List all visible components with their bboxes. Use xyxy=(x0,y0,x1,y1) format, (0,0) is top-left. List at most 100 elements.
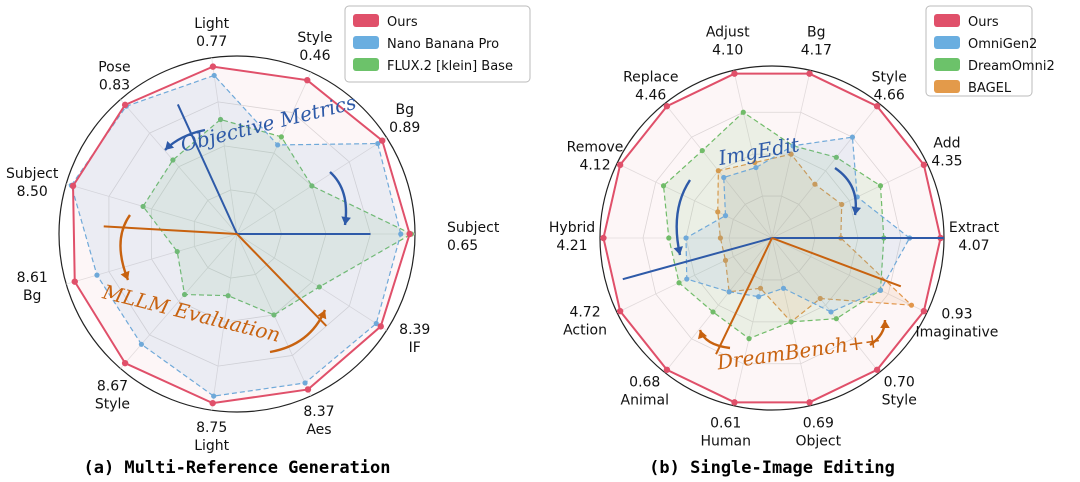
arrow-head-1 xyxy=(851,206,862,215)
series-0-point-9 xyxy=(663,366,671,373)
arrow-head-1 xyxy=(341,216,351,225)
series-3-point-5 xyxy=(715,168,721,174)
series-0-point-6 xyxy=(71,278,78,285)
axis-label-0-name: Subject xyxy=(447,220,500,236)
axis-label-7-value: 8.67 xyxy=(97,379,128,395)
series-0-point-0 xyxy=(406,230,413,238)
series-0-point-1 xyxy=(920,161,928,169)
axis-label-3-value: 0.77 xyxy=(196,34,227,50)
axis-label-7-value: 4.21 xyxy=(556,238,587,254)
divider-ray-1 xyxy=(176,104,238,235)
legend-swatch-1 xyxy=(934,36,960,49)
axis-label-10-name: Human xyxy=(700,434,751,450)
series-1-area xyxy=(70,74,402,397)
series-1-point-2 xyxy=(849,134,856,140)
series-0-point-8 xyxy=(209,399,216,407)
series-2-point-10 xyxy=(316,284,322,290)
axis-label-10-value: 8.39 xyxy=(399,322,430,338)
series-1-point-0 xyxy=(398,231,404,237)
axis-label-8-name: Light xyxy=(194,438,229,454)
series-2-point-7 xyxy=(181,291,188,298)
axis-label-12-name: Style xyxy=(882,392,917,408)
curved-arrow-0 xyxy=(675,179,691,256)
series-0-point-10 xyxy=(377,323,384,330)
axis-label-11-value: 0.69 xyxy=(803,416,834,432)
series-1-point-8 xyxy=(684,276,690,282)
series-0-point-2 xyxy=(873,103,881,110)
series-0-point-3 xyxy=(806,70,813,77)
legend-box xyxy=(925,5,1033,97)
grid-spoke-6 xyxy=(616,163,773,239)
series-1-point-3 xyxy=(790,143,796,149)
series-1-point-12 xyxy=(828,309,834,315)
series-2-point-1 xyxy=(877,183,884,189)
series-0-point-1 xyxy=(379,137,386,144)
series-1-point-11 xyxy=(780,285,787,291)
series-0-point-13 xyxy=(920,307,928,315)
legend-label-0: Ours xyxy=(387,15,418,30)
divider-ray-3 xyxy=(771,237,902,288)
series-2-point-9 xyxy=(271,312,277,318)
grid-spoke-2 xyxy=(236,71,312,235)
series-2-point-4 xyxy=(170,157,176,163)
axis-label-6-value: 4.12 xyxy=(579,157,610,173)
series-2-point-2 xyxy=(278,134,284,140)
chart-caption: (a) Multi-Reference Generation xyxy=(83,458,390,478)
series-0-point-11 xyxy=(806,399,813,406)
axis-label-3-name: Bg xyxy=(807,24,826,40)
axis-label-1-value: 4.35 xyxy=(931,153,962,169)
axis-label-13-name: Imaginative xyxy=(916,325,999,341)
axis-label-4-value: 4.10 xyxy=(712,42,743,58)
axis-label-5-value: 8.50 xyxy=(17,184,48,200)
grid-spoke-5 xyxy=(66,183,238,235)
series-3-point-1 xyxy=(839,201,845,208)
axis-label-9-value: 0.68 xyxy=(629,374,660,390)
axis-label-4-name: Pose xyxy=(98,59,130,75)
series-3-point-4 xyxy=(752,159,758,166)
series-2-point-2 xyxy=(833,154,839,160)
legend-swatch-2 xyxy=(353,58,379,71)
series-1-point-10 xyxy=(373,320,379,327)
series-0-point-4 xyxy=(121,101,129,109)
axis-label-8-value: 4.72 xyxy=(569,305,600,321)
axis-label-10-name: IF xyxy=(409,340,421,356)
axis-label-3-value: 4.17 xyxy=(801,42,832,58)
axis-label-9-value: 8.37 xyxy=(303,404,334,420)
axis-label-7-name: Style xyxy=(95,397,130,413)
legend-swatch-2 xyxy=(934,58,960,71)
series-2-point-4 xyxy=(740,109,746,115)
chart-caption: (b) Single-Image Editing xyxy=(649,458,895,478)
series-2-point-3 xyxy=(217,116,224,123)
series-2-point-5 xyxy=(140,203,146,210)
axis-label-6-value: 8.61 xyxy=(17,270,48,286)
axis-label-7-name: Hybrid xyxy=(549,220,595,236)
series-1-point-10 xyxy=(756,294,762,300)
axis-label-12-value: 0.70 xyxy=(884,374,915,390)
grid-ring-1 xyxy=(193,189,282,279)
grid-spoke-2 xyxy=(771,103,880,239)
grid-ring-2 xyxy=(151,145,327,323)
series-0-point-3 xyxy=(209,63,217,70)
divider-ray-2 xyxy=(715,237,773,355)
axis-label-5-value: 4.46 xyxy=(635,88,666,104)
arrow-head-2 xyxy=(697,330,708,340)
axis-label-5-name: Subject xyxy=(6,166,59,182)
series-3-point-13 xyxy=(908,302,915,308)
legend-label-2: FLUX.2 [klein] Base xyxy=(387,59,513,74)
divider-ray-3 xyxy=(236,233,328,327)
legend-label-0: Ours xyxy=(968,15,999,30)
series-2-point-7 xyxy=(666,235,672,241)
grid-spoke-9 xyxy=(664,237,773,373)
grid-spoke-10 xyxy=(236,233,387,331)
axis-label-3-name: Light xyxy=(194,16,229,32)
series-0-point-5 xyxy=(663,103,671,110)
axis-label-10-value: 0.61 xyxy=(710,416,741,432)
legend-label-1: Nano Banana Pro xyxy=(387,37,499,52)
series-2-point-8 xyxy=(676,280,682,286)
series-1-point-1 xyxy=(375,140,381,147)
arrow-head-3 xyxy=(880,320,890,328)
axis-label-2-value: 4.66 xyxy=(874,88,905,104)
series-3-point-6 xyxy=(715,209,721,215)
